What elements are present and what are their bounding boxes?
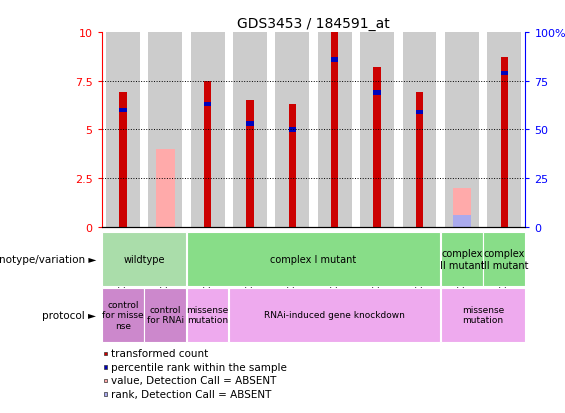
Text: control
for misse
nse: control for misse nse — [102, 300, 144, 330]
Text: control
for RNAi: control for RNAi — [147, 305, 184, 325]
Bar — [441, 233, 483, 286]
Bar — [187, 233, 440, 286]
Bar — [102, 288, 144, 342]
Bar — [187, 288, 228, 342]
Bar — [373, 68, 381, 227]
Bar — [276, 33, 310, 227]
Title: GDS3453 / 184591_at: GDS3453 / 184591_at — [237, 17, 390, 31]
Text: complex I mutant: complex I mutant — [271, 254, 357, 264]
Text: protocol ►: protocol ► — [42, 310, 96, 320]
Bar — [119, 93, 127, 227]
Bar — [102, 233, 186, 286]
Text: missense
mutation: missense mutation — [186, 305, 229, 325]
Bar — [289, 105, 296, 227]
Text: genotype/variation ►: genotype/variation ► — [0, 254, 96, 264]
Bar — [104, 365, 107, 369]
Bar — [445, 33, 479, 227]
Bar — [246, 101, 254, 227]
Text: missense
mutation: missense mutation — [462, 305, 504, 325]
Bar — [441, 288, 525, 342]
Text: complex
II mutant: complex II mutant — [440, 248, 484, 270]
Bar — [487, 33, 521, 227]
Bar — [233, 33, 267, 227]
Bar — [246, 122, 254, 126]
Bar — [104, 392, 107, 396]
Bar — [106, 33, 140, 227]
Bar — [501, 58, 508, 227]
Bar — [148, 33, 182, 227]
Bar — [373, 91, 381, 95]
Text: wildtype: wildtype — [123, 254, 165, 264]
Text: percentile rank within the sample: percentile rank within the sample — [111, 362, 287, 372]
Bar — [360, 33, 394, 227]
Bar — [156, 150, 175, 227]
Text: transformed count: transformed count — [111, 349, 208, 358]
Bar — [204, 103, 211, 107]
Bar — [402, 33, 436, 227]
Bar — [416, 93, 423, 227]
Bar — [229, 288, 440, 342]
Text: value, Detection Call = ABSENT: value, Detection Call = ABSENT — [111, 375, 276, 385]
Text: complex
III mutant: complex III mutant — [480, 248, 528, 270]
Bar — [119, 109, 127, 113]
Bar — [318, 33, 351, 227]
Bar — [331, 58, 338, 62]
Bar — [453, 188, 471, 227]
Bar — [501, 72, 508, 76]
Bar — [331, 33, 338, 227]
Bar — [289, 128, 296, 132]
Bar — [191, 33, 224, 227]
Bar — [204, 81, 211, 227]
Bar — [453, 216, 471, 227]
Text: rank, Detection Call = ABSENT: rank, Detection Call = ABSENT — [111, 389, 271, 399]
Bar — [145, 288, 186, 342]
Bar — [104, 379, 107, 382]
Bar — [484, 233, 525, 286]
Bar — [416, 111, 423, 115]
Text: RNAi-induced gene knockdown: RNAi-induced gene knockdown — [264, 311, 405, 319]
Bar — [104, 352, 107, 356]
